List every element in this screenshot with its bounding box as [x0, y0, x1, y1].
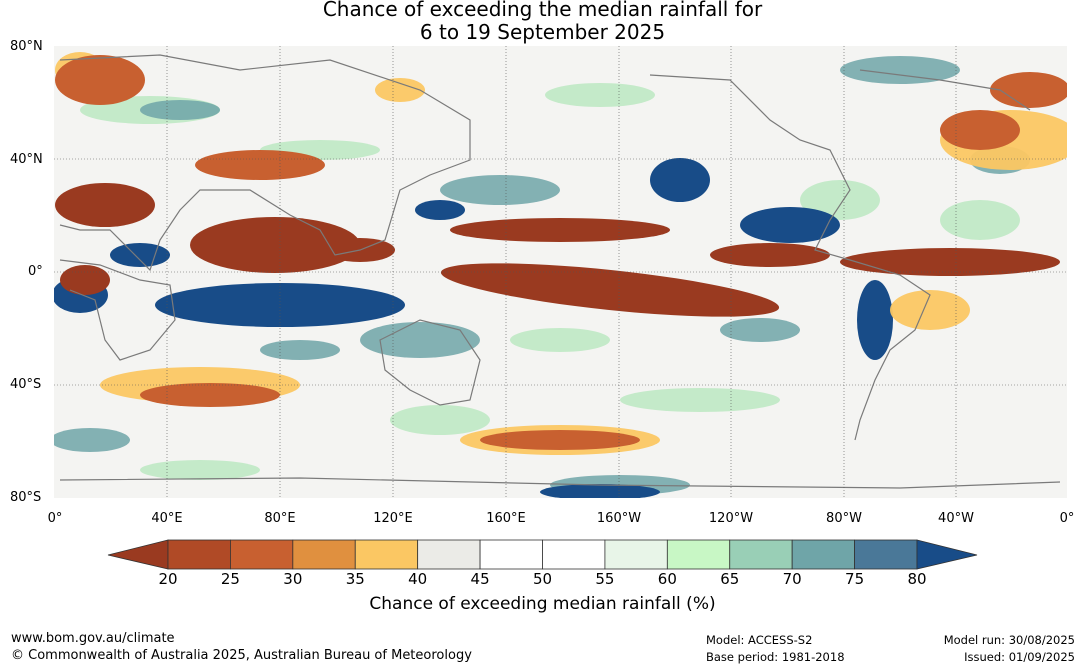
colorbar-cell	[791, 539, 855, 570]
colorbar-cell	[479, 539, 543, 570]
colorbar-cell	[417, 539, 481, 570]
colorbar-low-arrow	[107, 539, 169, 570]
lat-label-40n: 40°N	[10, 152, 43, 167]
colorbar-tick-label: 50	[532, 570, 553, 588]
colorbar-tick-label: 75	[845, 570, 865, 588]
colorbar-cell	[854, 539, 918, 570]
map-field	[54, 46, 1067, 498]
colorbar-label: Chance of exceeding median rainfall (%)	[369, 594, 716, 614]
lon-label-0: 0°	[47, 511, 63, 526]
lat-label-80n: 80°N	[10, 39, 43, 54]
map-title-line2: 6 to 19 September 2025	[419, 20, 666, 44]
lon-label-120e: 120°E	[373, 511, 413, 526]
colorbar-cell	[167, 539, 231, 570]
lat-label-80s: 80°S	[10, 490, 42, 505]
colorbar-tick-label: 65	[720, 570, 740, 588]
colorbar-high-arrow	[916, 539, 978, 570]
colorbar-cell	[666, 539, 731, 570]
colorbar-tick-label: 45	[470, 570, 490, 588]
lon-label-160w: 160°W	[596, 511, 642, 526]
footer-issued: Issued: 01/09/2025	[964, 650, 1075, 664]
colorbar-cell	[542, 539, 606, 570]
footer-model-run: Model run: 30/08/2025	[943, 633, 1075, 647]
lat-label-0: 0°	[28, 264, 43, 279]
graticule	[54, 46, 1067, 498]
lat-label-40s: 40°S	[10, 377, 42, 392]
coastline	[59, 54, 1061, 489]
lon-label-160e: 160°E	[486, 511, 526, 526]
lon-label-80e: 80°E	[264, 511, 296, 526]
colorbar-cell	[604, 539, 668, 570]
lon-label-120w: 120°W	[708, 511, 754, 526]
colorbar-tick-label: 70	[782, 570, 802, 588]
lon-label-40w: 40°W	[938, 511, 974, 526]
colorbar-tick-label: 55	[595, 570, 615, 588]
footer-model: Model: ACCESS-S2	[706, 633, 813, 647]
colorbar-tick-label: 30	[283, 570, 303, 588]
footer-copyright: © Commonwealth of Australia 2025, Austra…	[11, 648, 472, 663]
colorbar-cell	[292, 539, 356, 570]
colorbar-tick-label: 25	[220, 570, 240, 588]
lon-label-80w: 80°W	[826, 511, 862, 526]
colorbar	[107, 539, 978, 570]
colorbar-cell	[354, 539, 419, 570]
footer-url: www.bom.gov.au/climate	[11, 631, 175, 646]
colorbar-tick-label: 20	[158, 570, 178, 588]
colorbar-cell	[729, 539, 793, 570]
colorbar-tick-label: 40	[408, 570, 428, 588]
colorbar-tick-label: 60	[657, 570, 677, 588]
colorbar-tick-label: 35	[345, 570, 365, 588]
map-title-line1: Chance of exceeding the median rainfall …	[322, 0, 763, 21]
colorbar-tick-label: 80	[907, 570, 927, 588]
footer-base-period: Base period: 1981-2018	[706, 650, 845, 664]
lon-label-40e: 40°E	[151, 511, 183, 526]
lon-label-0-right: 0°	[1059, 511, 1075, 526]
colorbar-cell	[230, 539, 294, 570]
